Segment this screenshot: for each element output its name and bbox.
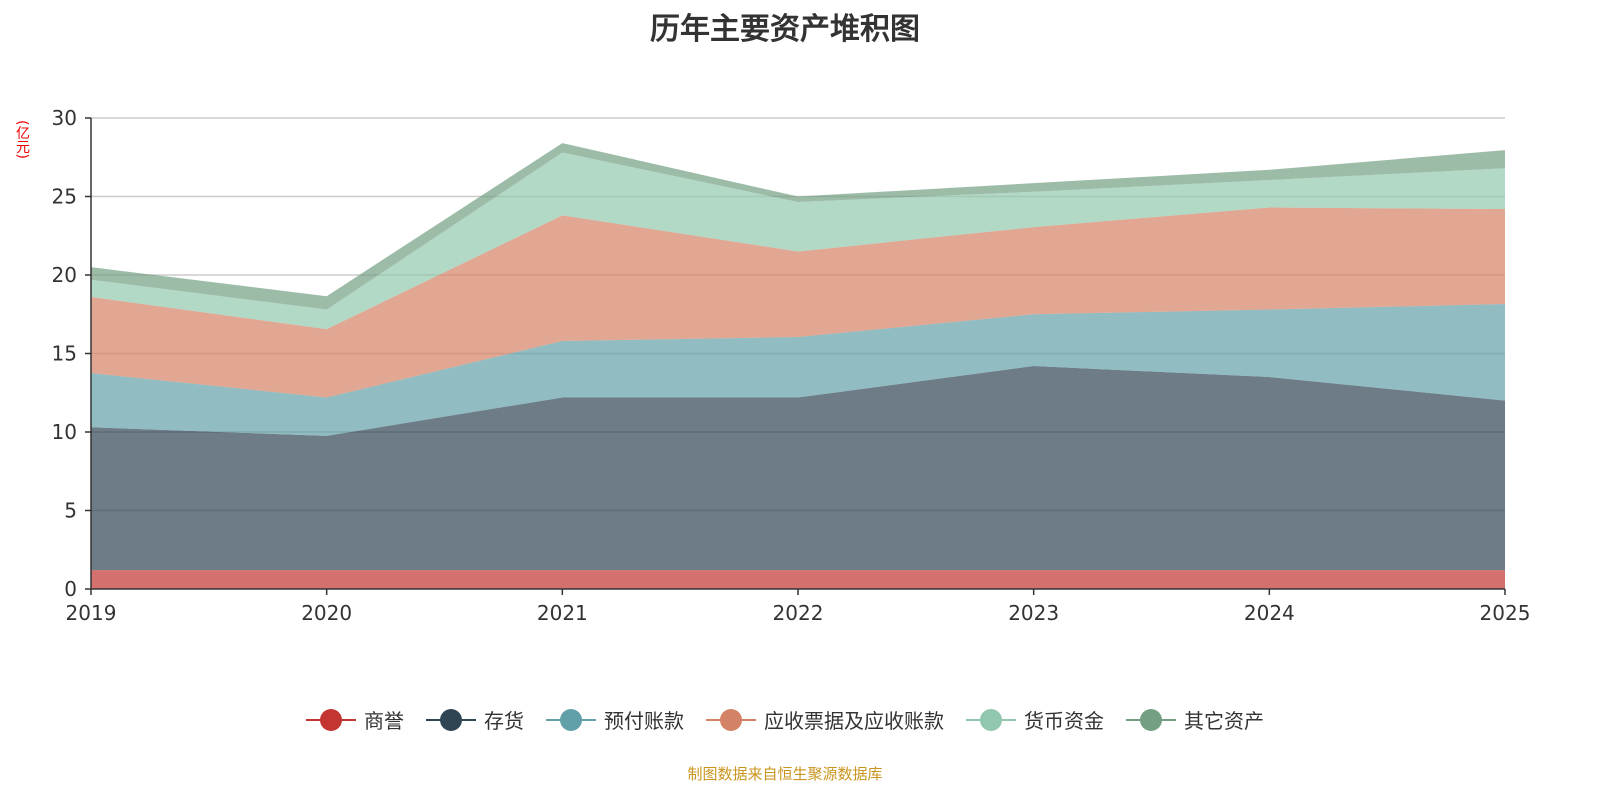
area-其它资产 (91, 143, 1505, 310)
legend-item[interactable]: 商誉 (306, 705, 404, 734)
y-tick-label: 5 (64, 499, 77, 523)
area-应收票据及应收账款 (91, 207, 1505, 398)
legend-marker-icon (426, 708, 476, 731)
x-tick-label: 2022 (773, 601, 824, 625)
legend-label: 存货 (484, 709, 524, 733)
legend-item[interactable]: 其它资产 (1126, 705, 1264, 734)
y-tick-label: 10 (52, 420, 77, 444)
y-tick-label: 30 (52, 106, 77, 130)
legend-label: 预付账款 (604, 709, 684, 733)
data-source-note: 制图数据来自恒生聚源数据库 (687, 765, 883, 783)
legend-item[interactable]: 预付账款 (546, 705, 684, 734)
legend-marker-icon (1126, 708, 1176, 731)
area-商誉 (91, 570, 1505, 589)
y-tick-label: 20 (52, 263, 77, 287)
y-tick-label: 25 (52, 185, 77, 209)
area-存货 (91, 366, 1505, 571)
legend: 商誉 存货 预付账款 应收票据及应收账款 货币资金 其它资产 (0, 705, 1570, 734)
x-tick-label: 2024 (1244, 601, 1295, 625)
legend-marker-icon (966, 708, 1016, 731)
x-tick-label: 2021 (537, 601, 588, 625)
legend-item[interactable]: 货币资金 (966, 705, 1104, 734)
x-tick-label: 2025 (1480, 601, 1531, 625)
legend-label: 货币资金 (1024, 709, 1104, 733)
area-预付账款 (91, 304, 1505, 436)
legend-label: 商誉 (364, 709, 404, 733)
legend-marker-icon (706, 708, 756, 731)
legend-item[interactable]: 应收票据及应收账款 (706, 705, 944, 734)
legend-label: 应收票据及应收账款 (764, 709, 944, 733)
y-axis-unit-label: (亿元) (14, 120, 30, 159)
area-货币资金 (91, 152, 1505, 330)
x-tick-label: 2019 (66, 601, 117, 625)
legend-marker-icon (306, 708, 356, 731)
chart-title: 历年主要资产堆积图 (650, 12, 920, 47)
legend-item[interactable]: 存货 (426, 705, 524, 734)
legend-label: 其它资产 (1184, 709, 1264, 733)
x-tick-label: 2023 (1008, 601, 1059, 625)
y-tick-label: 15 (52, 342, 77, 366)
x-tick-label: 2020 (301, 601, 352, 625)
legend-marker-icon (546, 708, 596, 731)
y-tick-label: 0 (64, 577, 77, 601)
